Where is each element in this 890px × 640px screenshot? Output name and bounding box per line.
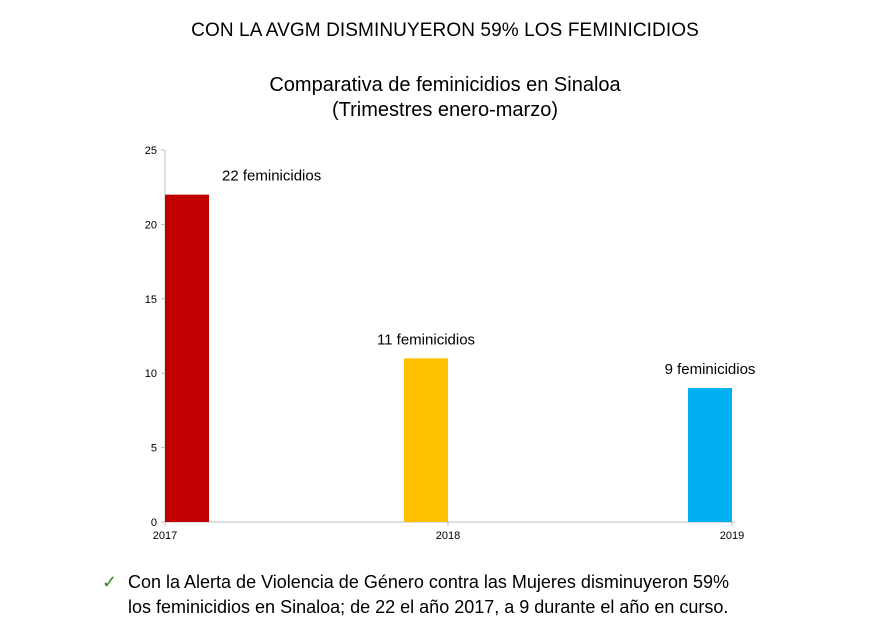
footnote: ✓ Con la Alerta de Violencia de Género c… [102,570,862,620]
bar-2018 [404,358,448,522]
y-tick-label: 10 [145,368,157,380]
headline: CON LA AVGM DISMINUYERON 59% LOS FEMINIC… [191,20,699,41]
bar-2019 [688,388,732,522]
footnote-line2: los feminicidios en Sinaloa; de 22 el añ… [128,597,729,617]
footnote-line1: Con la Alerta de Violencia de Género con… [128,572,730,592]
bar-chart: 0 5 10 15 20 25 2017 2018 2019 22 feminicidios 11 … [145,145,756,542]
y-tick-label: 15 [145,294,157,306]
chart-title: Comparativa de feminicidios en Sinaloa (… [0,73,890,123]
y-tick-label: 0 [151,517,157,529]
bar-2017 [165,194,209,522]
x-tick-label: 2018 [436,530,460,542]
data-label-2019: 9 feminicidios [665,361,756,378]
check-icon: ✓ [102,572,118,592]
x-tick-label: 2019 [720,530,744,542]
data-label-2018: 11 feminicidios [377,331,475,348]
chart-title-line1: Comparativa de feminicidios en Sinaloa [269,74,621,96]
data-label-2017: 22 feminicidios [222,168,321,185]
y-tick-label: 5 [151,443,157,455]
x-tick-label: 2017 [153,530,177,542]
y-tick-label: 25 [145,145,157,157]
footnote-text: Con la Alerta de Violencia de Género con… [128,570,729,620]
chart-title-line2: (Trimestres enero-marzo) [332,99,558,121]
y-tick-label: 20 [145,219,157,231]
